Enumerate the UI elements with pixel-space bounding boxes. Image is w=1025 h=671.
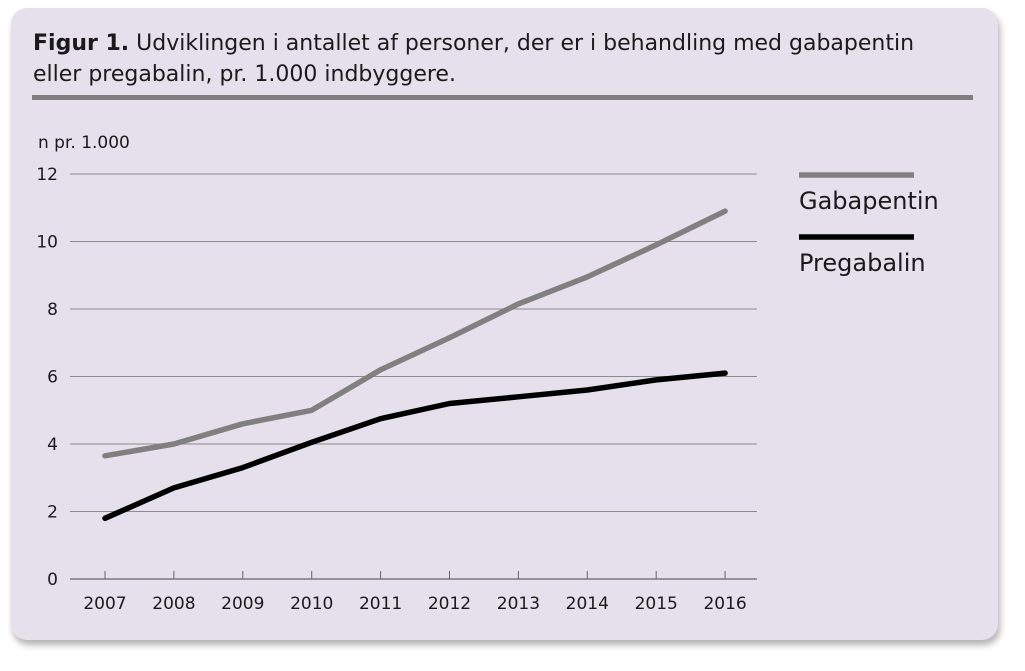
y-tick-label: 8 bbox=[47, 300, 58, 320]
series-lines bbox=[102, 208, 728, 522]
figure-panel bbox=[11, 8, 998, 640]
series-line-gabapentin bbox=[102, 208, 728, 459]
x-tick-label: 2012 bbox=[428, 594, 471, 614]
y-tick-label: 6 bbox=[47, 368, 58, 388]
series-line-pregabalin bbox=[102, 370, 728, 522]
x-tick-label: 2015 bbox=[635, 594, 678, 614]
figure-label: Figur 1. bbox=[33, 31, 130, 56]
y-axis-label: n pr. 1.000 bbox=[38, 133, 130, 153]
y-tick-label: 4 bbox=[47, 435, 58, 455]
x-tick-label: 2007 bbox=[83, 594, 126, 614]
x-axis bbox=[70, 571, 757, 580]
x-tick-label: 2016 bbox=[703, 594, 746, 614]
legend-label-gabapentin: Gabapentin bbox=[799, 187, 939, 215]
y-tick-label: 0 bbox=[47, 570, 58, 590]
x-tick-label: 2008 bbox=[152, 594, 195, 614]
y-tick-label: 10 bbox=[36, 233, 58, 253]
x-tick-label: 2014 bbox=[566, 594, 609, 614]
figure-caption: Udviklingen i antallet af personer, der … bbox=[33, 31, 915, 87]
y-tick-labels: 0 2 4 6 8 10 12 bbox=[36, 165, 58, 590]
x-tick-labels: 2007 2008 2009 2010 2011 2012 2013 2014 2015 2016 bbox=[83, 594, 746, 614]
x-tick-label: 2013 bbox=[497, 594, 540, 614]
figure-title: Figur 1. Udviklingen i antallet af perso… bbox=[33, 28, 953, 90]
x-tick-label: 2011 bbox=[359, 594, 402, 614]
x-tick-label: 2010 bbox=[290, 594, 333, 614]
y-tick-label: 12 bbox=[36, 165, 58, 185]
x-tick-label: 2009 bbox=[221, 594, 264, 614]
legend: Gabapentin Pregabalin bbox=[799, 172, 939, 277]
y-tick-label: 2 bbox=[47, 503, 58, 523]
title-rule bbox=[32, 95, 973, 100]
gridlines bbox=[70, 173, 757, 512]
legend-label-pregabalin: Pregabalin bbox=[799, 249, 926, 277]
